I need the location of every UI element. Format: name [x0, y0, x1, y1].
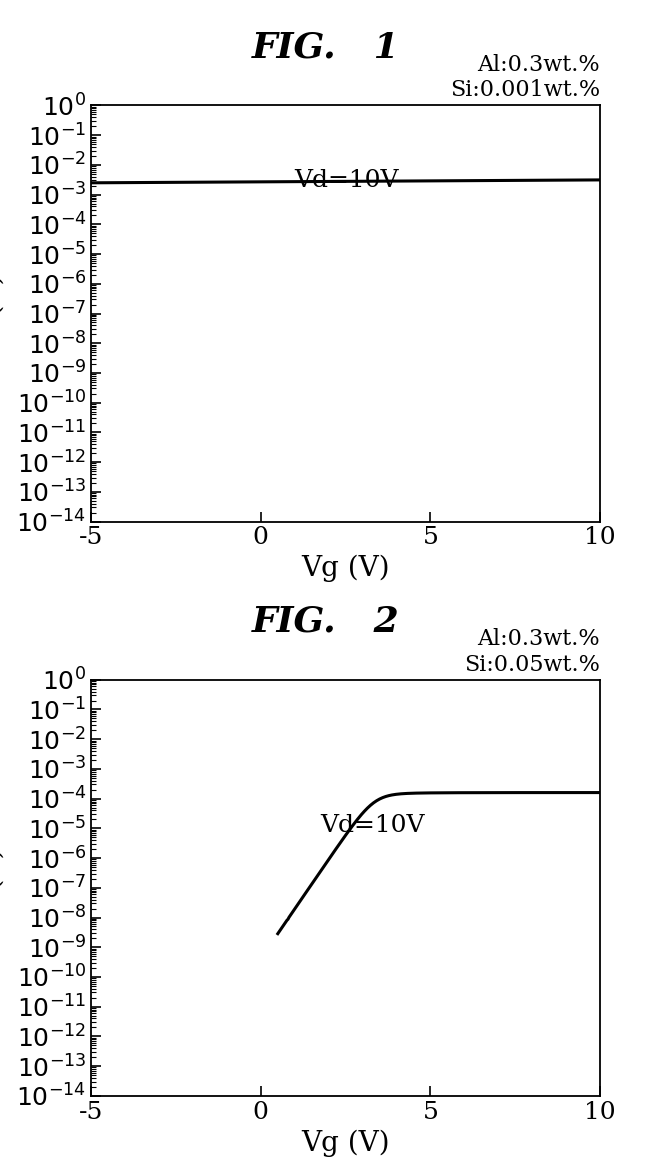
X-axis label: Vg (V): Vg (V) [301, 556, 390, 582]
Text: FIG.   2: FIG. 2 [252, 605, 400, 639]
Text: FIG.   1: FIG. 1 [252, 30, 400, 64]
Text: Al:0.3wt.%
Si:0.001wt.%: Al:0.3wt.% Si:0.001wt.% [450, 54, 600, 101]
X-axis label: Vg (V): Vg (V) [301, 1130, 390, 1157]
Text: Vd=10V: Vd=10V [295, 169, 399, 192]
Y-axis label: Id (A): Id (A) [0, 274, 5, 353]
Text: Vd=10V: Vd=10V [320, 813, 424, 837]
Text: Al:0.3wt.%
Si:0.05wt.%: Al:0.3wt.% Si:0.05wt.% [464, 628, 600, 675]
Y-axis label: Id (A): Id (A) [0, 849, 5, 927]
